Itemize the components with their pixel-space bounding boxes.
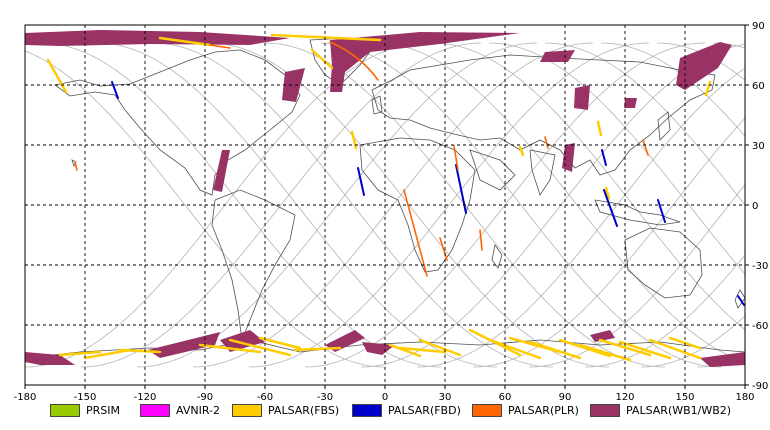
- legend-swatch: [140, 403, 170, 417]
- lat-tick-label: -30: [752, 261, 768, 272]
- lon-tick-label: -120: [134, 392, 157, 403]
- axis-ticks: -180 -150 -120 -90 -60 -30 0 30 60 90 120 150 180 90 6…: [14, 21, 769, 403]
- legend-item-prsim: PRSIM: [50, 401, 120, 419]
- lon-tick-label: -30: [317, 392, 333, 403]
- graticule: [25, 25, 745, 385]
- lon-tick-label: -60: [257, 392, 273, 403]
- legend-label: PALSAR(PLR): [508, 403, 579, 417]
- coastlines: [25, 37, 745, 359]
- legend-item-palsar-fbd: PALSAR(FBD): [352, 401, 461, 419]
- lon-tick-label: 30: [439, 392, 452, 403]
- lon-tick-label: 0: [382, 392, 388, 403]
- orbit-track: [584, 254, 745, 368]
- lat-tick-label: 0: [752, 201, 758, 212]
- legend-swatch: [232, 403, 262, 417]
- lat-tick-label: -60: [752, 321, 768, 332]
- lon-tick-label: 60: [499, 392, 512, 403]
- swaths-palsar-wb: [25, 30, 745, 367]
- orbit-track: [320, 42, 722, 368]
- orbit-track: [488, 42, 745, 275]
- orbit-track: [600, 42, 745, 137]
- legend-swatch: [590, 403, 620, 417]
- lon-tick-label: 120: [615, 392, 634, 403]
- legend-item-avnir2: AVNIR-2: [140, 401, 220, 419]
- lon-tick-label: -90: [197, 392, 213, 403]
- legend-label: PALSAR(FBD): [388, 403, 461, 417]
- orbit-track: [640, 315, 745, 368]
- orbit-track: [152, 42, 554, 368]
- lat-tick-label: 30: [752, 141, 765, 152]
- lat-tick-label: 60: [752, 81, 765, 92]
- lon-tick-label: 150: [675, 392, 694, 403]
- legend-label: PALSAR(FBS): [268, 403, 340, 417]
- lon-tick-label: -180: [14, 392, 37, 403]
- legend: PRSIM AVNIR-2 PALSAR(FBS) PALSAR(FBD) PA…: [0, 401, 770, 419]
- legend-swatch: [50, 403, 80, 417]
- orbit-track: [248, 42, 650, 368]
- legend-swatch: [352, 403, 382, 417]
- orbit-track: [544, 42, 745, 206]
- legend-item-palsar-plr: PALSAR(PLR): [472, 401, 579, 419]
- swaths-palsar-plr: [74, 41, 649, 277]
- legend-label: PALSAR(WB1/WB2): [626, 403, 732, 417]
- lat-tick-label: 90: [752, 21, 765, 32]
- legend-swatch: [472, 403, 502, 417]
- lon-tick-label: 90: [559, 392, 572, 403]
- legend-label: PRSIM: [86, 403, 120, 417]
- lon-tick-label: -150: [74, 392, 97, 403]
- orbit-track: [416, 67, 745, 368]
- orbit-track: [80, 42, 482, 368]
- orbit-track: [656, 42, 745, 81]
- swaths-palsar-fbs: [46, 33, 712, 362]
- legend-item-palsar-fbs: PALSAR(FBS): [232, 401, 339, 419]
- lat-tick-label: -90: [752, 381, 768, 392]
- legend-item-palsar-wb: PALSAR(WB1/WB2): [590, 401, 731, 419]
- legend-label: AVNIR-2: [176, 403, 220, 417]
- lon-tick-label: 180: [735, 392, 754, 403]
